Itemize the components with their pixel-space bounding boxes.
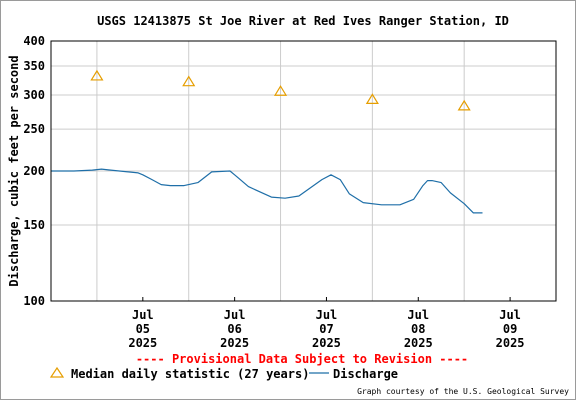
- x-tick-label: 08: [411, 322, 425, 336]
- legend-median-label: Median daily statistic (27 years): [71, 367, 309, 381]
- credit-text: Graph courtesy of the U.S. Geological Su…: [357, 387, 569, 396]
- chart-title: USGS 12413875 St Joe River at Red Ives R…: [97, 14, 509, 28]
- y-axis-label: Discharge, cubic feet per second: [7, 55, 21, 286]
- legend: Median daily statistic (27 years) Discha…: [49, 366, 398, 381]
- x-tick-label: 2025: [312, 336, 341, 350]
- provisional-notice: ---- Provisional Data Subject to Revisio…: [136, 352, 468, 366]
- x-tick-label: 06: [227, 322, 241, 336]
- x-tick-label: 2025: [496, 336, 525, 350]
- y-tick-label: 400: [23, 34, 45, 48]
- plot-border: [50, 40, 557, 302]
- y-tick-label: 300: [23, 88, 45, 102]
- y-tick-label: 150: [23, 218, 45, 232]
- y-tick-label: 250: [23, 122, 45, 136]
- discharge-line: [51, 168, 483, 214]
- x-tick-label: 09: [503, 322, 517, 336]
- legend-median-triangle: [49, 366, 65, 378]
- x-tick-label: Jul: [499, 308, 521, 322]
- series-layer: [51, 69, 483, 214]
- x-tick-label: 05: [136, 322, 150, 336]
- x-tick-label: 2025: [128, 336, 157, 350]
- median-point: [90, 69, 104, 81]
- grid-lines: [51, 41, 556, 301]
- median-point: [273, 85, 288, 96]
- median-point: [457, 99, 471, 111]
- y-tick-label: 100: [23, 294, 45, 308]
- x-tick-label: Jul: [224, 308, 246, 322]
- x-tick-label: Jul: [316, 308, 338, 322]
- x-tick-label: 2025: [220, 336, 249, 350]
- median-point: [365, 93, 379, 104]
- x-tick-labels: Jul052025Jul062025Jul072025Jul082025Jul0…: [128, 308, 524, 350]
- x-tick-label: Jul: [407, 308, 429, 322]
- median-point: [182, 75, 196, 87]
- x-tick-label: 2025: [404, 336, 433, 350]
- y-tick-label: 200: [23, 164, 45, 178]
- x-tick-label: 07: [319, 322, 333, 336]
- legend-discharge-label: Discharge: [333, 367, 398, 381]
- y-tick-labels: 100 150 200 250 300 350 400: [23, 34, 45, 308]
- x-tick-label: Jul: [132, 308, 154, 322]
- y-tick-label: 350: [23, 59, 45, 73]
